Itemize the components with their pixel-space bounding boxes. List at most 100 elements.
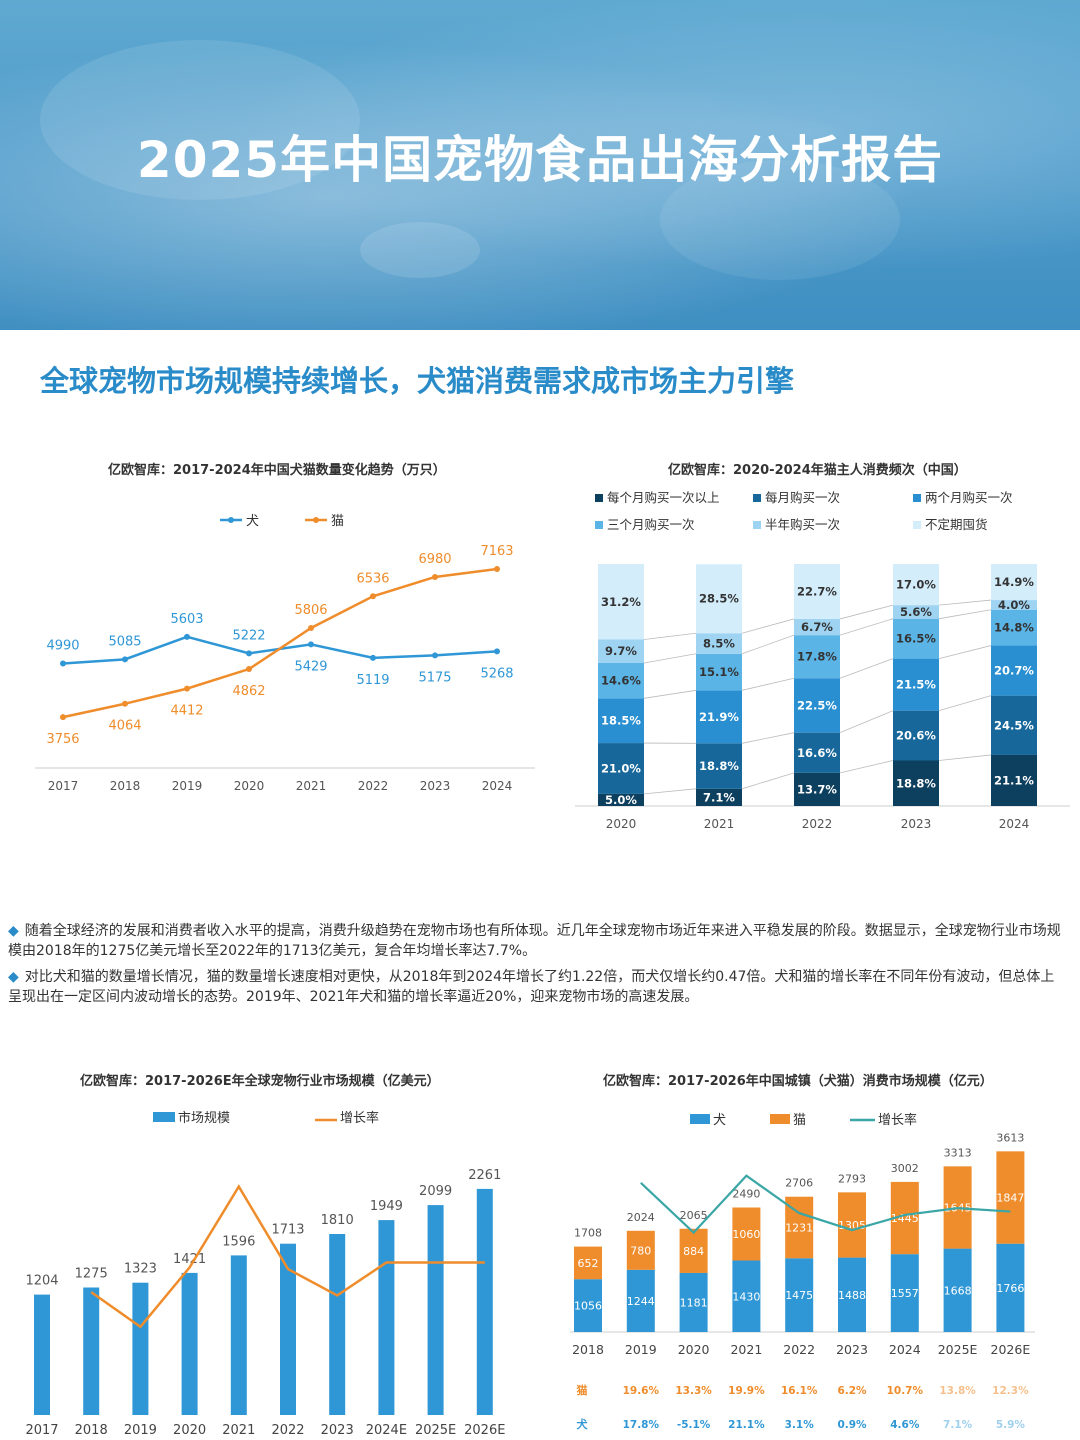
- legend-marker-cat: [313, 517, 319, 523]
- x-tick-label: 2021: [730, 1342, 762, 1357]
- growth-row-value: 6.2%: [837, 1385, 867, 1397]
- paragraph-1-text: 随着全球经济的发展和消费者收入水平的提高，消费升级趋势在宠物市场也有所体现。近几…: [8, 923, 1061, 959]
- stacked-bar-segment: [794, 772, 840, 806]
- stacked-bar-segment: [991, 600, 1037, 610]
- segment-value-label: 28.5%: [699, 592, 739, 606]
- cat-value-label: 1445: [891, 1212, 919, 1225]
- cat-bar-segment: [626, 1230, 655, 1270]
- total-value-label: 1708: [574, 1227, 602, 1240]
- dog-bar-segment: [785, 1258, 814, 1332]
- section-heading: 全球宠物市场规模持续增长，犬猫消费需求成市场主力引擎: [40, 364, 795, 398]
- legend-swatch: [753, 494, 761, 502]
- stacked-bar-segment: [598, 793, 644, 806]
- data-label-cat: 4064: [108, 719, 141, 734]
- bar-value-label: 2261: [468, 1168, 501, 1183]
- x-tick-label: 2018: [75, 1423, 108, 1438]
- data-point-dog: [184, 633, 190, 640]
- x-tick-label: 2023: [420, 779, 451, 793]
- x-tick-label: 2025E: [415, 1423, 456, 1438]
- segment-value-label: 14.8%: [994, 621, 1034, 635]
- dog-value-label: 1668: [944, 1284, 972, 1297]
- segment-value-label: 21.5%: [896, 678, 936, 692]
- data-point-dog: [246, 650, 252, 657]
- stacked-bar-segment: [893, 658, 939, 711]
- legend-label: 每个月购买一次以上: [607, 490, 720, 505]
- growth-row-value: 7.1%: [943, 1419, 973, 1431]
- legend-swatch-dog: [690, 1114, 710, 1124]
- total-value-label: 2490: [732, 1188, 760, 1201]
- chart3-title: 亿欧智库：2017-2026E年全球宠物行业市场规模（亿美元）: [80, 1074, 440, 1089]
- data-label-cat: 6980: [418, 552, 451, 567]
- stacked-bar-segment: [598, 743, 644, 794]
- market-size-bar: [378, 1220, 395, 1415]
- bar-value-label: 1713: [271, 1223, 304, 1238]
- stacked-bar-segment: [598, 639, 644, 663]
- x-tick-label: 2020: [234, 779, 265, 793]
- x-tick-label: 2023: [836, 1342, 868, 1357]
- connector-line: [839, 618, 894, 636]
- connector-line: [938, 645, 992, 660]
- legend-label-growth: 增长率: [878, 1112, 917, 1128]
- dog-bar-segment: [732, 1260, 761, 1332]
- x-tick-label: 2017: [25, 1423, 58, 1438]
- market-size-bar: [34, 1294, 50, 1415]
- cat-value-label: 1231: [785, 1221, 813, 1234]
- x-tick-label: 2023: [901, 817, 932, 831]
- legend-marker-dog: [228, 517, 234, 523]
- segment-value-label: 22.7%: [797, 584, 837, 598]
- data-label-cat: 4862: [232, 684, 265, 699]
- x-tick-label: 2020: [678, 1342, 710, 1357]
- segment-value-label: 18.8%: [699, 759, 739, 773]
- bar-value-label: 1810: [321, 1213, 354, 1228]
- hero-texture: [40, 40, 900, 280]
- stacked-bar-segment: [991, 645, 1037, 696]
- segment-value-label: 22.5%: [797, 698, 837, 712]
- dog-bar-segment: [574, 1279, 602, 1332]
- data-label-cat: 3756: [46, 732, 79, 747]
- segment-value-label: 16.6%: [797, 746, 837, 760]
- connector-line: [839, 604, 894, 620]
- growth-row-value: 12.3%: [992, 1385, 1029, 1397]
- legend-label-cat: 猫: [793, 1113, 806, 1128]
- data-point-dog: [60, 660, 66, 667]
- x-tick-label: 2022: [271, 1423, 304, 1438]
- cat-value-label: 652: [578, 1257, 599, 1270]
- connector-line: [643, 788, 697, 795]
- x-tick-label: 2017: [48, 779, 79, 793]
- data-label-dog: 5222: [232, 628, 265, 643]
- x-tick-label: 2021: [296, 779, 327, 793]
- connector-line: [938, 599, 992, 606]
- growth-row-value: 5.9%: [996, 1419, 1026, 1431]
- market-size-bar: [476, 1188, 493, 1415]
- legend-label: 三个月购买一次: [607, 517, 695, 532]
- stacked-bar-segment: [991, 695, 1037, 755]
- growth-rate-line: [640, 1174, 1011, 1235]
- segment-value-label: 15.1%: [699, 665, 739, 679]
- total-value-label: 3313: [944, 1146, 972, 1159]
- connector-line: [741, 677, 795, 691]
- stacked-bar-segment: [893, 564, 939, 606]
- legend-label-dog: 犬: [246, 514, 259, 529]
- stacked-bar-segment: [893, 618, 939, 659]
- connector-line: [741, 772, 795, 790]
- growth-rate-line: [90, 1184, 485, 1329]
- growth-row-value: 13.8%: [939, 1385, 976, 1397]
- dog-value-label: 1181: [680, 1296, 708, 1309]
- legend-label: 每月购买一次: [765, 490, 840, 505]
- cat-bar-segment: [996, 1151, 1025, 1244]
- x-tick-label: 2023: [321, 1423, 354, 1438]
- stacked-bar-segment: [991, 754, 1037, 806]
- total-value-label: 2024: [627, 1211, 655, 1224]
- total-value-label: 2793: [838, 1172, 866, 1185]
- segment-value-label: 5.6%: [900, 605, 932, 619]
- market-size-bar: [329, 1234, 346, 1415]
- market-size-bar: [181, 1272, 198, 1415]
- segment-value-label: 9.7%: [605, 644, 637, 658]
- connector-line: [938, 754, 992, 761]
- connector-line: [741, 732, 795, 744]
- global-pet-market-chart: 市场规模 增长率 1204 2017 1275 2018 1323 2019 1421 2020 1…: [25, 1110, 505, 1438]
- legend-swatch: [913, 521, 921, 529]
- bar-value-label: 1204: [25, 1274, 58, 1289]
- x-tick-label: 2022: [358, 779, 389, 793]
- dog-value-label: 1056: [574, 1300, 602, 1313]
